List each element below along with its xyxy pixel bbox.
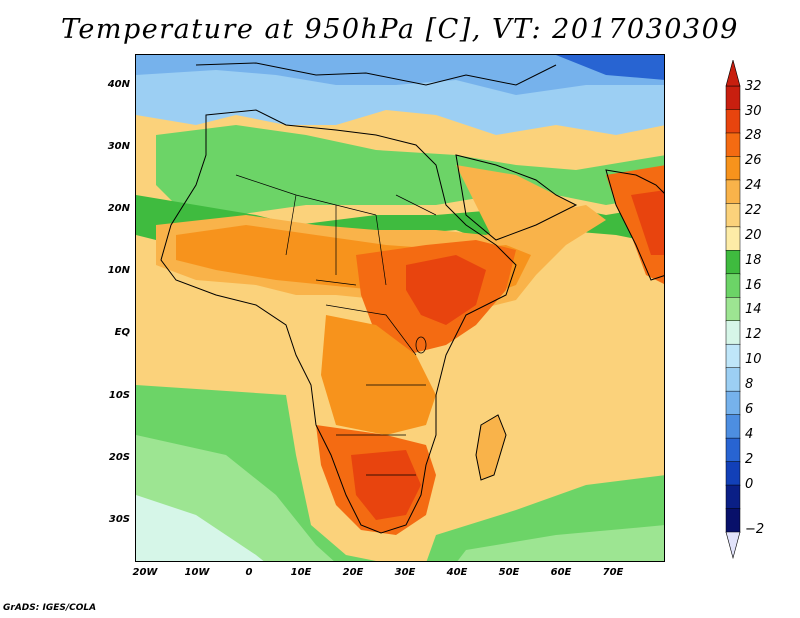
lat-label: 30S — [108, 514, 130, 525]
south-indian-cooler — [457, 525, 664, 561]
colorbar-over-arrow — [725, 60, 741, 87]
colorbar-label: 24 — [745, 178, 762, 193]
colorbar-label: −2 — [745, 522, 765, 537]
colorbar-swatch — [725, 390, 741, 416]
credit-text: GrADS: IGES/COLA — [3, 603, 97, 613]
colorbar-label: 12 — [745, 327, 762, 342]
colorbar-label: 10 — [745, 352, 762, 367]
kalahari-very-hot — [351, 450, 421, 520]
madagascar-coastline — [475, 414, 507, 481]
central-very-hot — [406, 255, 486, 325]
colorbar-swatch — [725, 508, 741, 533]
colorbar-label: 16 — [745, 278, 762, 293]
colorbar-label: 0 — [745, 477, 754, 492]
lon-label: 0 — [245, 567, 253, 578]
lat-label: EQ — [114, 327, 130, 338]
arabia-warm — [456, 165, 576, 245]
south-atlantic-coolest — [136, 495, 264, 561]
colorbar-swatch — [725, 226, 741, 252]
lon-label: 10W — [184, 567, 210, 578]
colorbar-label: 6 — [745, 402, 754, 417]
colorbar-swatch — [725, 132, 741, 158]
africa-coastline — [160, 109, 517, 534]
colorbar-label: 14 — [745, 302, 762, 317]
arabia-coastline — [455, 154, 578, 241]
colorbar-swatch — [725, 414, 741, 439]
temperature-map — [135, 54, 665, 562]
colorbar-label: 30 — [745, 104, 762, 119]
colorbar-swatch — [725, 297, 741, 322]
lon-label: 20E — [342, 567, 364, 578]
colorbar-swatch — [725, 343, 741, 369]
lat-label: 10N — [107, 265, 130, 276]
colorbar-swatch — [725, 367, 741, 392]
colorbar-swatch — [725, 437, 741, 463]
colorbar-label: 4 — [745, 427, 754, 442]
lon-label: 30E — [394, 567, 416, 578]
lat-label: 10S — [108, 390, 130, 401]
lon-label: 20W — [132, 567, 158, 578]
lat-label: 40N — [107, 79, 130, 90]
colorbar-swatch — [725, 109, 741, 134]
colorbar-swatch — [725, 461, 741, 486]
colorbar-label: 18 — [745, 253, 762, 268]
lon-label: 70E — [602, 567, 624, 578]
north-coldest — [556, 55, 664, 80]
temperature-field — [136, 55, 664, 561]
colorbar-swatches — [725, 85, 741, 533]
europe-coastline — [195, 62, 557, 86]
colorbar-label: 2 — [745, 452, 754, 467]
lon-label: 40E — [446, 567, 468, 578]
colorbar-swatch — [725, 85, 741, 111]
lon-label: 10E — [290, 567, 312, 578]
india-very-hot — [631, 190, 664, 255]
lat-label: 20N — [107, 203, 130, 214]
colorbar-label: 8 — [745, 377, 754, 392]
colorbar-label: 20 — [745, 228, 762, 243]
madagascar — [476, 415, 506, 480]
colorbar-label: 22 — [745, 203, 762, 218]
lake-victoria — [415, 336, 427, 354]
colorbar-swatch — [725, 320, 741, 345]
lon-label: 50E — [498, 567, 520, 578]
congo-hot — [321, 315, 436, 435]
lat-label: 20S — [108, 452, 130, 463]
colorbar-label: 28 — [745, 128, 762, 143]
colorbar-swatch — [725, 156, 741, 181]
lon-label: 60E — [550, 567, 572, 578]
colorbar — [725, 60, 741, 560]
colorbar-swatch — [725, 250, 741, 275]
colorbar-label: 32 — [745, 79, 762, 94]
chart-title: Temperature at 950hPa [C], VT: 201703030… — [61, 14, 739, 45]
colorbar-swatch — [725, 484, 741, 510]
india-coastline — [605, 169, 664, 281]
colorbar-label: 26 — [745, 153, 762, 168]
lat-label: 30N — [107, 141, 130, 152]
colorbar-swatch — [725, 203, 741, 228]
colorbar-swatch — [725, 273, 741, 299]
colorbar-swatch — [725, 179, 741, 205]
country-borders — [235, 174, 437, 476]
colorbar-under-arrow — [725, 531, 741, 560]
